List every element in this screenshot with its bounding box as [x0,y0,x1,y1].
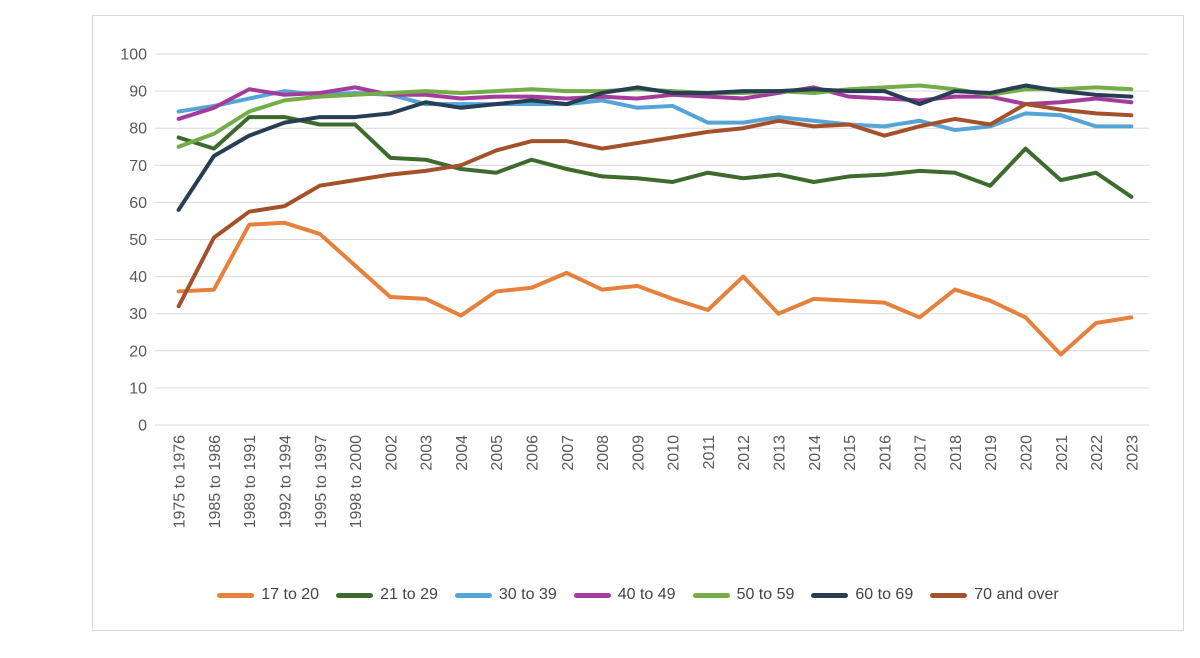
x-tick-label: 1992 to 1994 [278,435,295,529]
x-tick-label: 2008 [595,435,612,471]
x-tick-label: 2009 [630,435,647,471]
x-tick-label: 2019 [983,435,1000,471]
x-tick-label: 2002 [383,435,400,471]
x-tick-label: 2014 [807,435,824,471]
series-line-21-to-29 [176,115,1134,199]
y-tick-label: 20 [129,343,147,360]
x-tick-label: 2006 [525,435,542,471]
legend-swatch-30-to-39 [454,592,492,598]
legend-item-17-to-20: 17 to 20 [217,586,319,604]
x-tick-label: 2007 [560,435,577,471]
x-tick-label: 1975 to 1976 [172,435,189,529]
series-line-60-to-69 [176,83,1134,212]
x-tick-label: 2021 [1054,435,1071,471]
legend-item-70-and-over: 70 and over [930,586,1059,604]
x-tick-label: 2010 [666,435,683,471]
series-line-70-and-over [176,102,1134,309]
y-tick-label: 80 [129,121,147,138]
x-tick-label: 2023 [1124,435,1141,471]
y-tick-label: 0 [138,418,147,435]
y-tick-label: 70 [129,158,147,175]
y-tick-label: 30 [129,306,147,323]
x-tick-label: 2018 [948,435,965,471]
legend-label-40-to-49: 40 to 49 [617,586,676,603]
legend-label-17-to-20: 17 to 20 [261,586,320,603]
legend-item-60-to-69: 60 to 69 [811,586,913,604]
legend-swatch-70-and-over [930,592,968,598]
y-tick-label: 100 [120,47,147,64]
x-tick-label: 2004 [454,435,471,471]
y-tick-label: 50 [129,232,147,249]
legend-item-21-to-29: 21 to 29 [336,586,438,604]
series-line-40-to-49 [176,85,1134,121]
y-tick-label: 90 [129,84,147,101]
x-tick-label: 1989 to 1991 [242,435,259,529]
legend-label-21-to-29: 21 to 29 [380,586,438,603]
x-tick-label: 1995 to 1997 [313,435,330,529]
legend-label-50-to-59: 50 to 59 [736,586,795,603]
line-chart: 0 10 20 30 40 50 60 70 80 90 100 1975 to 1976 1985 t… [120,47,1149,529]
x-tick-label: 2005 [489,435,506,471]
y-tick-label: 60 [129,195,147,212]
legend-swatch-21-to-29 [336,592,374,598]
x-tick-label: 2017 [913,435,930,471]
x-tick-label: 2020 [1019,435,1036,471]
legend-item-40-to-49: 40 to 49 [573,586,676,604]
legend-swatch-50-to-59 [692,592,730,598]
x-tick-label: 1985 to 1986 [207,435,224,529]
legend-swatch-17-to-20 [217,592,255,598]
x-tick-label: 2015 [842,435,859,471]
legend-swatch-60-to-69 [811,592,849,598]
x-tick-label: 1998 to 2000 [348,435,365,529]
chart-legend: 17 to 20 21 to 29 30 to 39 40 to 49 50 to 59… [93,586,1183,604]
legend-label-70-and-over: 70 and over [974,586,1059,603]
legend-label-30-to-39: 30 to 39 [498,586,557,603]
series-line-17-to-20 [176,220,1134,357]
legend-item-50-to-59: 50 to 59 [692,586,795,604]
legend-swatch-40-to-49 [573,592,611,598]
x-tick-label: 2012 [736,435,753,471]
x-tick-label: 2013 [772,435,789,471]
x-tick-label: 2022 [1089,435,1106,471]
x-tick-label: 2003 [419,435,436,471]
chart-container: 0 10 20 30 40 50 60 70 80 90 100 1975 to 1976 1985 t… [92,15,1184,631]
legend-item-30-to-39: 30 to 39 [454,586,557,604]
x-tick-label: 2016 [877,435,894,471]
x-tick-label: 2011 [701,435,718,470]
y-tick-label: 10 [129,380,147,397]
y-tick-label: 40 [129,269,147,286]
legend-label-60-to-69: 60 to 69 [855,586,914,603]
